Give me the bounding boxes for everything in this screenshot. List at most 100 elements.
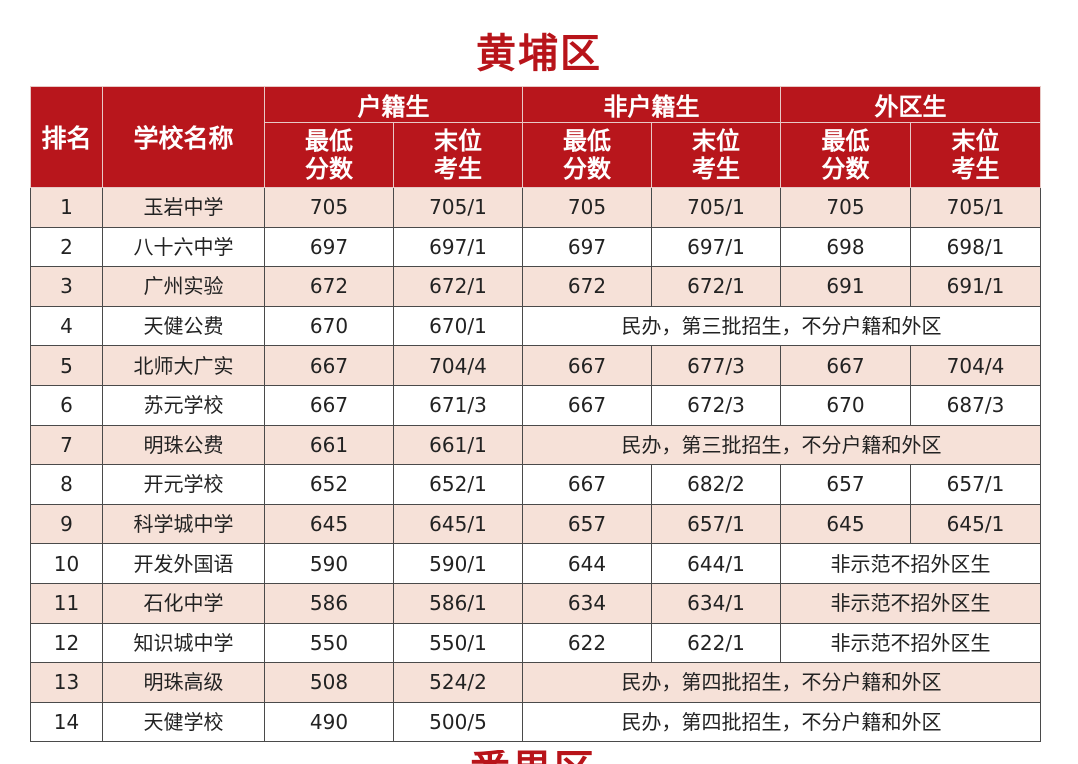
header-group-other-district: 外区生 bbox=[780, 86, 1041, 123]
rank-cell: 13 bbox=[30, 662, 103, 703]
household-last-student-cell: 704/4 bbox=[393, 345, 523, 386]
table-row: 5 北师大广实 667 704/4 667 677/3 667 704/4 bbox=[30, 345, 1041, 386]
school-name-cell: 明珠公费 bbox=[102, 424, 265, 466]
remark-cell: 民办，第四批招生，不分户籍和外区 bbox=[522, 701, 1041, 743]
header-last-student: 末位 考生 bbox=[393, 122, 523, 188]
non-household-last-student-cell: 682/2 bbox=[651, 464, 781, 505]
other-district-min-score-cell: 691 bbox=[780, 266, 911, 307]
table-row: 4 天健公费 670 670/1 民办，第三批招生，不分户籍和外区 bbox=[30, 305, 1041, 347]
non-household-min-score-cell: 667 bbox=[522, 464, 652, 505]
household-min-score-cell: 661 bbox=[264, 424, 394, 466]
other-district-last-student-cell: 657/1 bbox=[910, 464, 1041, 505]
rank-cell: 4 bbox=[30, 305, 103, 347]
admission-score-table: 排名 学校名称 户籍生 非户籍生 外区生 最低 分数 末位 考生 最低 分数 末位 考生 最低分… bbox=[30, 86, 1041, 743]
rank-cell: 9 bbox=[30, 503, 103, 545]
household-min-score-cell: 672 bbox=[264, 266, 394, 307]
non-household-min-score-cell: 667 bbox=[522, 345, 652, 386]
non-household-min-score-cell: 672 bbox=[522, 266, 652, 307]
other-district-min-score-cell: 705 bbox=[780, 187, 911, 228]
household-min-score-cell: 670 bbox=[264, 305, 394, 347]
remark-cell: 民办，第四批招生，不分户籍和外区 bbox=[522, 662, 1041, 703]
other-district-min-score-cell: 670 bbox=[780, 384, 911, 426]
other-district-last-student-cell: 705/1 bbox=[910, 187, 1041, 228]
non-household-last-student-cell: 672/1 bbox=[651, 266, 781, 307]
household-min-score-cell: 590 bbox=[264, 543, 394, 584]
school-name-cell: 明珠高级 bbox=[102, 662, 265, 703]
rank-cell: 7 bbox=[30, 424, 103, 466]
non-household-min-score-cell: 634 bbox=[522, 582, 652, 624]
non-household-min-score-cell: 667 bbox=[522, 384, 652, 426]
rank-cell: 5 bbox=[30, 345, 103, 386]
rank-cell: 11 bbox=[30, 582, 103, 624]
rank-cell: 3 bbox=[30, 266, 103, 307]
table-row: 1 玉岩中学 705 705/1 705 705/1 705 705/1 bbox=[30, 187, 1041, 228]
household-last-student-cell: 670/1 bbox=[393, 305, 523, 347]
header-last-student: 末位 考生 bbox=[910, 122, 1041, 188]
other-district-min-score-cell: 667 bbox=[780, 345, 911, 386]
subheader-row: 最低 分数 末位 考生 最低 分数 末位 考生 最低 分数 末位 考生 bbox=[31, 122, 1041, 188]
rank-cell: 12 bbox=[30, 622, 103, 664]
household-min-score-cell: 508 bbox=[264, 662, 394, 703]
household-min-score-cell: 697 bbox=[264, 226, 394, 268]
header-min-score: 最低 分数 bbox=[780, 122, 911, 188]
household-last-student-cell: 645/1 bbox=[393, 503, 523, 545]
household-min-score-cell: 586 bbox=[264, 582, 394, 624]
household-last-student-cell: 590/1 bbox=[393, 543, 523, 584]
household-last-student-cell: 671/3 bbox=[393, 384, 523, 426]
household-last-student-cell: 500/5 bbox=[393, 701, 523, 743]
school-name-cell: 石化中学 bbox=[102, 582, 265, 624]
school-name-cell: 天健公费 bbox=[102, 305, 265, 347]
remark-cell: 民办，第三批招生，不分户籍和外区 bbox=[522, 424, 1041, 466]
table-row: 8 开元学校 652 652/1 667 682/2 657 657/1 bbox=[30, 464, 1041, 505]
table-row: 2 八十六中学 697 697/1 697 697/1 698 698/1 bbox=[30, 226, 1041, 268]
school-name-cell: 科学城中学 bbox=[102, 503, 265, 545]
rank-cell: 8 bbox=[30, 464, 103, 505]
non-household-last-student-cell: 622/1 bbox=[651, 622, 781, 664]
non-household-last-student-cell: 677/3 bbox=[651, 345, 781, 386]
household-last-student-cell: 672/1 bbox=[393, 266, 523, 307]
remark-cell: 非示范不招外区生 bbox=[780, 582, 1041, 624]
household-min-score-cell: 652 bbox=[264, 464, 394, 505]
header-rank: 排名 bbox=[30, 86, 103, 188]
household-min-score-cell: 667 bbox=[264, 345, 394, 386]
district-title: 黄埔区 bbox=[476, 31, 602, 77]
non-household-min-score-cell: 697 bbox=[522, 226, 652, 268]
table-row: 14 天健学校 490 500/5 民办，第四批招生，不分户籍和外区 bbox=[30, 701, 1041, 743]
header-min-score: 最低 分数 bbox=[264, 122, 394, 188]
non-household-last-student-cell: 672/3 bbox=[651, 384, 781, 426]
household-min-score-cell: 550 bbox=[264, 622, 394, 664]
header-group-non-household: 非户籍生 bbox=[522, 86, 781, 123]
non-household-min-score-cell: 657 bbox=[522, 503, 652, 545]
remark-cell: 非示范不招外区生 bbox=[780, 622, 1041, 664]
rank-cell: 1 bbox=[30, 187, 103, 228]
household-last-student-cell: 697/1 bbox=[393, 226, 523, 268]
table-body: 1 玉岩中学 705 705/1 705 705/1 705 705/1 2 八十六中学 697 69… bbox=[30, 187, 1041, 743]
school-name-cell: 八十六中学 bbox=[102, 226, 265, 268]
header-group-household: 户籍生 bbox=[264, 86, 523, 123]
household-last-student-cell: 550/1 bbox=[393, 622, 523, 664]
header-last-student: 末位 考生 bbox=[651, 122, 781, 188]
rank-cell: 2 bbox=[30, 226, 103, 268]
remark-cell: 民办，第三批招生，不分户籍和外区 bbox=[522, 305, 1041, 347]
non-household-last-student-cell: 705/1 bbox=[651, 187, 781, 228]
other-district-last-student-cell: 645/1 bbox=[910, 503, 1041, 545]
other-district-min-score-cell: 645 bbox=[780, 503, 911, 545]
non-household-min-score-cell: 622 bbox=[522, 622, 652, 664]
school-name-cell: 北师大广实 bbox=[102, 345, 265, 386]
other-district-last-student-cell: 687/3 bbox=[910, 384, 1041, 426]
rank-cell: 10 bbox=[30, 543, 103, 584]
rank-cell: 6 bbox=[30, 384, 103, 426]
school-name-cell: 玉岩中学 bbox=[102, 187, 265, 228]
household-min-score-cell: 705 bbox=[264, 187, 394, 228]
household-min-score-cell: 667 bbox=[264, 384, 394, 426]
other-district-min-score-cell: 698 bbox=[780, 226, 911, 268]
school-name-cell: 广州实验 bbox=[102, 266, 265, 307]
table-row: 7 明珠公费 661 661/1 民办，第三批招生，不分户籍和外区 bbox=[30, 424, 1041, 466]
household-min-score-cell: 490 bbox=[264, 701, 394, 743]
other-district-last-student-cell: 698/1 bbox=[910, 226, 1041, 268]
table-row: 6 苏元学校 667 671/3 667 672/3 670 687/3 bbox=[30, 384, 1041, 426]
household-last-student-cell: 586/1 bbox=[393, 582, 523, 624]
other-district-last-student-cell: 691/1 bbox=[910, 266, 1041, 307]
school-name-cell: 天健学校 bbox=[102, 701, 265, 743]
table-row: 3 广州实验 672 672/1 672 672/1 691 691/1 bbox=[30, 266, 1041, 307]
